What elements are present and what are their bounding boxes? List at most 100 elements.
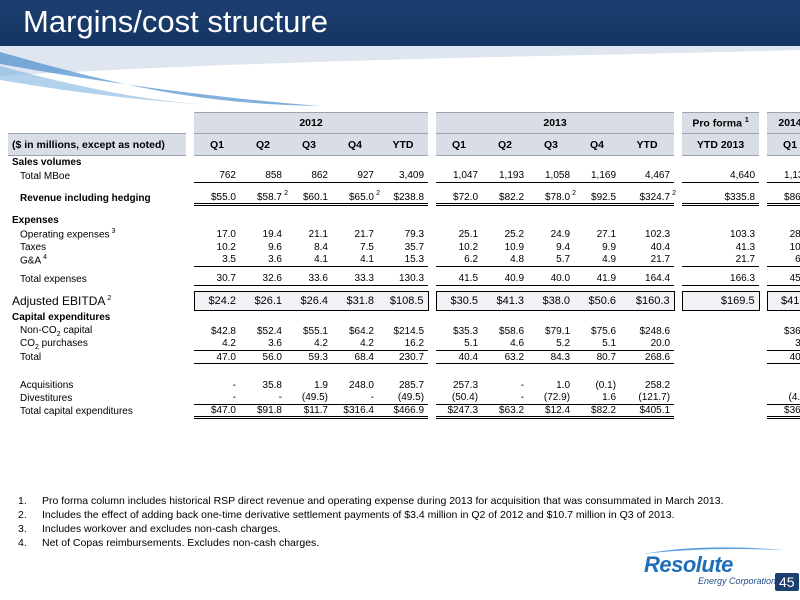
table-cell: 257.3	[453, 379, 479, 391]
table-cell: $42.8	[210, 325, 236, 337]
table-cell: 3.9	[767, 337, 800, 351]
table-cell: 927	[332, 169, 378, 183]
table-cell: 27.1	[596, 228, 617, 240]
table-row: Taxes 10.2 9.6 8.4 7.5 35.7 10.2 10.9 9.4 9.9 40.4…	[8, 241, 800, 254]
col-header: YTD 2013	[682, 133, 760, 156]
table-cell	[682, 405, 759, 418]
table-row: Total 47.0 56.0 59.3 68.4 230.7 40.4 63.2 84.3 80…	[8, 350, 800, 364]
table-cell: 1.6	[574, 391, 621, 405]
table-row: Total capital expenditures $47.0 $91.8 $11.…	[8, 404, 800, 419]
table-row: Acquisitions - 35.8 1.9 248.0 285.7 257.3 - 1.0 (…	[8, 379, 800, 392]
table-cell: 285.7	[399, 379, 425, 391]
table-cell: 40.4	[650, 241, 671, 253]
table-cell: (4.8)	[767, 391, 800, 405]
table-cell: 3.5	[194, 253, 240, 267]
header-swoosh-decoration	[0, 46, 800, 106]
table-cell: -	[232, 379, 236, 391]
table-cell: $248.6	[639, 325, 671, 337]
table-cell: 9.6	[268, 241, 282, 253]
table-cell: 10.9	[504, 241, 525, 253]
row-label: G&A 4	[20, 253, 47, 267]
table-cell: -	[240, 391, 286, 405]
table-cell: $78.0 2	[528, 190, 576, 206]
table-row: Total MBoe 762 858 862 927 3,409 1,047 1,193 1,0…	[8, 169, 800, 183]
table-cell: $52.4	[256, 325, 282, 337]
table-cell: 63.2	[482, 350, 529, 364]
table-cell: $24.2	[193, 291, 240, 311]
table-cell: 10.2	[458, 241, 479, 253]
units-label: ($ in millions, except as noted)	[8, 133, 186, 156]
proforma-header: Pro forma 1	[682, 112, 760, 134]
table-cell: 33.3	[332, 272, 378, 286]
table-cell: $36.0	[767, 404, 800, 419]
table-cell: $79.1	[545, 325, 571, 337]
table-cell: 19.4	[262, 228, 282, 240]
logo-subtitle: Energy Corporation	[698, 576, 777, 586]
table-cell: -	[482, 391, 529, 405]
table-cell: 41.5	[436, 272, 483, 286]
year-2014-header: 2014	[767, 112, 800, 134]
table-cell: $55.1	[302, 325, 328, 337]
table-cell: 862	[286, 169, 332, 183]
table-cell: 1,169	[574, 169, 621, 183]
footnote-item: 1. Pro forma column includes historical R…	[18, 495, 724, 507]
table-cell: $169.5	[681, 291, 760, 311]
footnote-item: 3. Includes workover and excludes non-cas…	[18, 523, 281, 535]
table-cell: 33.6	[286, 272, 332, 286]
table-cell: 15.3	[378, 253, 429, 267]
table-cell	[682, 351, 759, 364]
table-cell: $247.3	[436, 404, 483, 419]
col-header: Q2	[482, 133, 529, 156]
table-cell: $64.2	[348, 325, 374, 337]
table-row: Adjusted EBITDA 2 $24.2 $26.1 $26.4 $31.8 $10…	[8, 291, 800, 311]
table-cell: $75.6	[591, 325, 617, 337]
table-cell: 7.5	[360, 241, 374, 253]
table-cell: $335.8	[682, 191, 760, 206]
title-bar: Margins/cost structure	[0, 0, 800, 46]
table-cell: $58.6	[499, 325, 525, 337]
table-cell: 80.7	[574, 350, 621, 364]
table-cell: $86.1	[767, 191, 800, 206]
table-cell: 164.4	[620, 272, 675, 286]
table-cell: $65.0 2	[332, 190, 380, 206]
table-cell: 30.7	[194, 272, 240, 286]
table-cell: $405.1	[620, 404, 675, 419]
table-cell: (121.7)	[620, 391, 675, 405]
table-cell: $55.0	[194, 191, 240, 206]
table-cell: -	[767, 379, 800, 392]
table-cell: 68.4	[332, 350, 378, 364]
table-cell: -	[194, 391, 240, 405]
table-cell: 1,134	[767, 169, 800, 183]
row-label: Operating expenses 3	[20, 227, 116, 241]
table-cell	[682, 338, 759, 351]
table-cell: 4.2	[194, 337, 240, 351]
table-cell: 5.1	[436, 337, 483, 351]
table-cell: 4.6	[482, 337, 529, 351]
table-cell: 258.2	[645, 379, 671, 391]
table-cell: $36.9	[784, 325, 800, 337]
table-row: Non-CO2 capital $42.8 $52.4 $55.1 $64.2 $214.…	[8, 325, 800, 338]
table-cell: 4.2	[332, 337, 378, 351]
table-cell: 21.1	[308, 228, 328, 240]
year-2013-header: 2013	[436, 112, 675, 134]
table-cell	[682, 379, 759, 392]
table-cell: 3.6	[240, 253, 286, 267]
table-cell: 20.0	[620, 337, 675, 351]
col-header: Q1	[436, 133, 483, 156]
table-cell: 5.2	[528, 337, 575, 351]
table-cell: 130.3	[378, 272, 429, 286]
table-cell: $12.4	[528, 404, 575, 419]
table-cell: 32.6	[240, 272, 286, 286]
row-label: Non-CO2 capital	[20, 324, 93, 338]
logo-wordmark: Resolute	[644, 552, 733, 577]
table-cell: 5.7	[528, 253, 575, 267]
table-cell: $108.5	[378, 291, 429, 311]
table-cell: $31.8	[332, 291, 378, 311]
table-cell: 40.0	[528, 272, 575, 286]
table-cell: $324.7 2	[620, 190, 676, 206]
table-cell: 4,467	[620, 169, 675, 183]
table-cell: 35.8	[262, 379, 282, 391]
header-row-quarters: ($ in millions, except as noted) Q1 Q2 Q3 Q…	[8, 133, 800, 156]
table-cell: $63.2	[482, 404, 529, 419]
table-cell: 59.3	[286, 350, 332, 364]
